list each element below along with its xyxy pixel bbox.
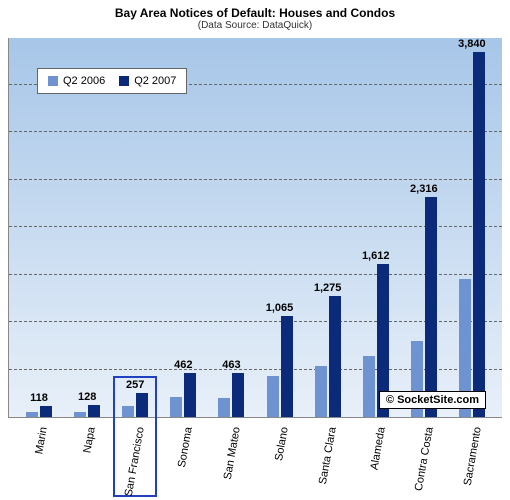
legend-item-2007: Q2 2007 (119, 75, 176, 87)
bar-2007 (136, 393, 148, 417)
data-label: 3,840 (458, 38, 486, 50)
data-label: 2,316 (410, 183, 438, 195)
bar-2006 (74, 412, 86, 417)
bar-2007 (281, 316, 293, 417)
bar-group: 1,065 (255, 38, 303, 417)
bar-2007 (425, 197, 437, 417)
x-label-wrap: Marin (14, 418, 62, 496)
x-label-wrap: Contra Costa (400, 418, 448, 496)
x-label-wrap: Solano (255, 418, 303, 496)
x-label: Marin (33, 426, 50, 455)
bar-2006 (363, 356, 375, 417)
x-label-wrap: San Mateo (207, 418, 255, 496)
x-label: Alameda (368, 426, 387, 471)
legend-swatch-2006 (48, 76, 58, 86)
bar-2007 (88, 405, 100, 417)
data-label: 462 (174, 359, 192, 371)
credit-box: © SocketSite.com (379, 391, 486, 409)
bar-2007 (184, 373, 196, 417)
x-label: Napa (82, 426, 98, 454)
bar-group: 118 (15, 38, 63, 417)
legend-item-2006: Q2 2006 (48, 75, 105, 87)
x-label-wrap: San Francisco (110, 418, 158, 496)
bar-2006 (218, 398, 230, 417)
x-label: Sacramento (462, 426, 484, 486)
chart-title: Bay Area Notices of Default: Houses and … (0, 0, 510, 20)
bar-group: 2,316 (400, 38, 448, 417)
x-label: Solano (273, 426, 291, 462)
bar-2006 (170, 397, 182, 417)
legend: Q2 2006 Q2 2007 (37, 68, 187, 94)
x-label-wrap: Sacramento (448, 418, 496, 496)
bar-group: 257 (111, 38, 159, 417)
x-axis-labels: Marin Napa San Francisco Sonoma San Mateo Sol… (8, 418, 502, 496)
bar-group: 1,612 (352, 38, 400, 417)
chart-container: Bay Area Notices of Default: Houses and … (0, 0, 510, 500)
bar-2006 (267, 376, 279, 417)
bar-2007 (40, 406, 52, 417)
legend-label-2006: Q2 2006 (63, 75, 105, 87)
bars-container: 118 128 257 462 463 1,065 1,275 1,612 2,316 3,840 (9, 38, 502, 417)
legend-label-2007: Q2 2007 (134, 75, 176, 87)
bar-2007 (329, 296, 341, 417)
x-label: San Francisco (122, 426, 146, 497)
x-label-wrap: Santa Clara (303, 418, 351, 496)
data-label: 1,065 (266, 302, 294, 314)
bar-2007 (232, 373, 244, 417)
x-label: Contra Costa (412, 426, 435, 492)
plot-area: 118 128 257 462 463 1,065 1,275 1,612 2,316 3,840… (8, 38, 502, 418)
data-label: 1,275 (314, 282, 342, 294)
data-label: 463 (222, 359, 240, 371)
bar-group: 463 (207, 38, 255, 417)
data-label: 128 (78, 391, 96, 403)
chart-subtitle: (Data Source: DataQuick) (0, 20, 510, 31)
bar-group: 462 (159, 38, 207, 417)
data-label: 118 (30, 392, 48, 404)
x-label: Sonoma (176, 426, 195, 468)
bar-group: 128 (63, 38, 111, 417)
x-label-wrap: Alameda (351, 418, 399, 496)
bar-2006 (26, 412, 38, 417)
bar-2007 (473, 52, 485, 417)
bar-group: 3,840 (448, 38, 496, 417)
x-label-wrap: Napa (62, 418, 110, 496)
data-label: 1,612 (362, 250, 390, 262)
bar-2006 (122, 406, 134, 417)
bar-2006 (315, 366, 327, 417)
x-label-wrap: Sonoma (159, 418, 207, 496)
x-label: Santa Clara (317, 426, 339, 485)
x-label: San Mateo (222, 426, 243, 480)
bar-group: 1,275 (304, 38, 352, 417)
data-label: 257 (126, 379, 144, 391)
legend-swatch-2007 (119, 76, 129, 86)
